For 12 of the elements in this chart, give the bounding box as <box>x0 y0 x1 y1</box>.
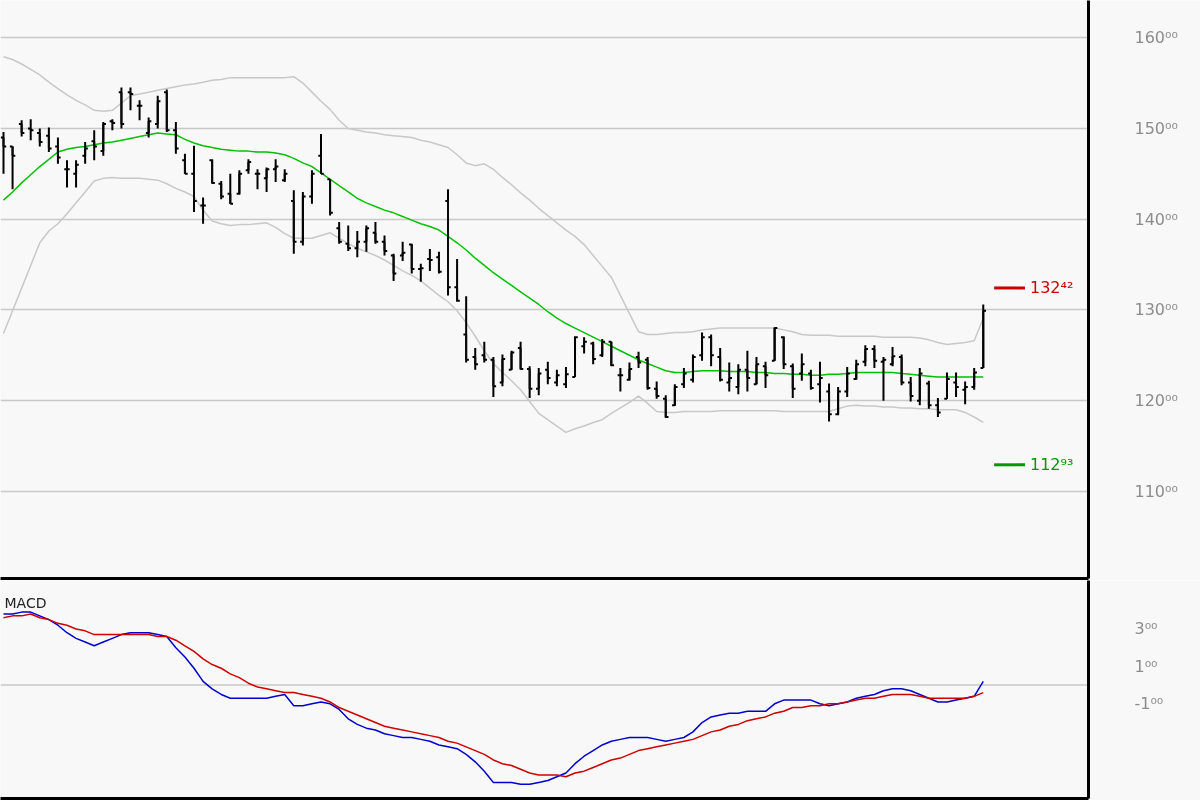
y-tick-label: 110⁰⁰ <box>1134 481 1178 501</box>
y-tick-label: 3⁰⁰ <box>1134 619 1158 639</box>
y-tick-label: 160⁰⁰ <box>1134 28 1178 48</box>
y-tick-label: -1⁰⁰ <box>1134 694 1164 714</box>
y-tick-label: 150⁰⁰ <box>1134 118 1178 138</box>
text: MACD <box>4 594 47 611</box>
y-tick-label: 1⁰⁰ <box>1134 656 1158 676</box>
ref-line-label: 132⁴² <box>1030 278 1074 298</box>
ref-line-label: 112⁹³ <box>1030 455 1074 475</box>
y-tick-label: 130⁰⁰ <box>1134 300 1178 320</box>
y-tick-label: 140⁰⁰ <box>1134 209 1178 229</box>
y-tick-label: 120⁰⁰ <box>1134 391 1178 411</box>
